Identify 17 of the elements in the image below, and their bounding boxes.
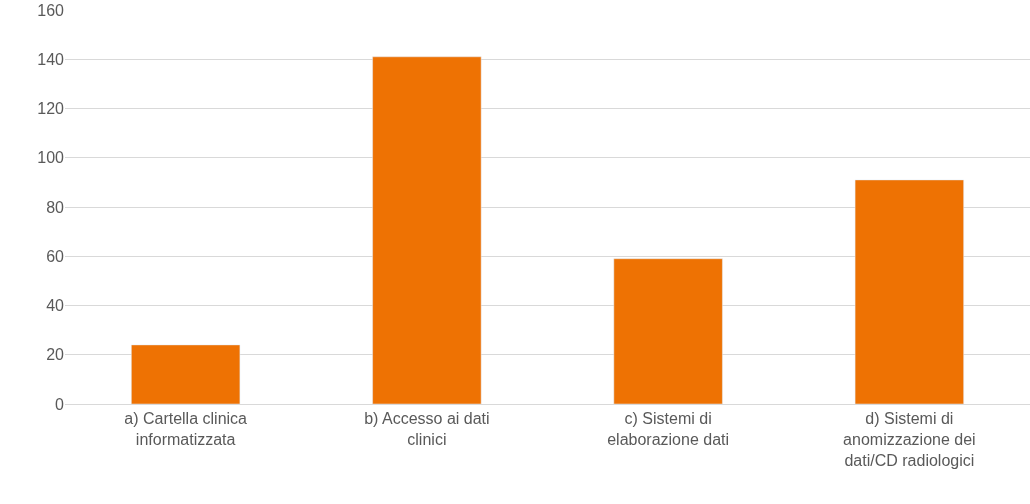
y-tick-label: 160 xyxy=(37,1,65,19)
bar xyxy=(131,344,241,404)
x-tick-label: b) Accesso ai dati clinici xyxy=(364,410,490,448)
bar xyxy=(854,179,964,404)
x-tick-label: d) Sistemi di anomizzazione dei dati/CD radiologici xyxy=(843,410,976,469)
y-tick-label: 120 xyxy=(37,100,65,118)
bar xyxy=(372,56,482,404)
y-tick-label: 140 xyxy=(37,50,65,68)
x-tick-label: c) Sistemi di elaborazione dati xyxy=(607,410,730,448)
x-tick-label: a) Cartella clinica informatizzata xyxy=(124,410,248,448)
y-tick-label: 100 xyxy=(37,149,65,167)
y-tick-label: 40 xyxy=(46,297,65,315)
y-tick-label: 0 xyxy=(55,395,65,413)
y-tick-label: 20 xyxy=(46,346,65,364)
bar xyxy=(613,258,723,404)
y-tick-label: 80 xyxy=(46,198,65,216)
y-tick-label: 60 xyxy=(46,247,65,265)
